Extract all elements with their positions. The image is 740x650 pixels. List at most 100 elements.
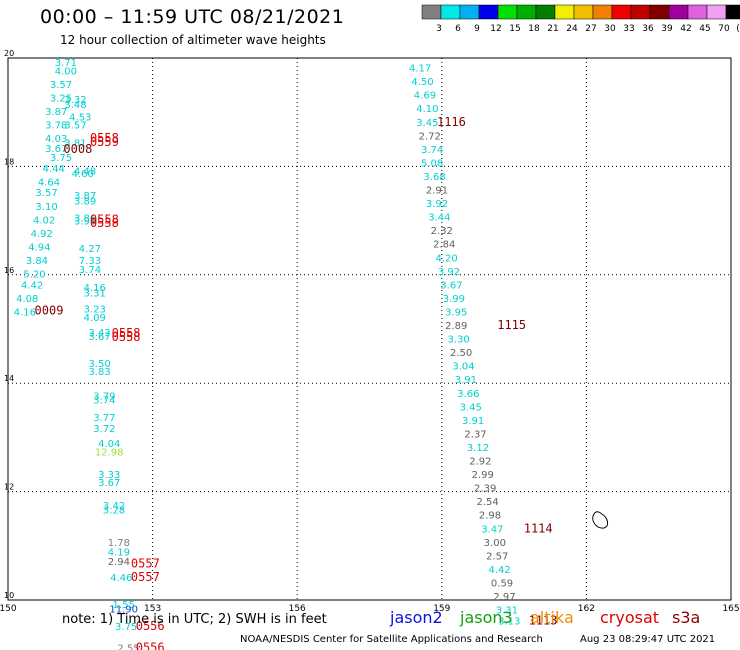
time-label: 0558 (90, 216, 119, 230)
legend-swatch (611, 4, 632, 20)
wave-height-label: 3.57 (50, 80, 72, 91)
wave-height-label: 3.79 (93, 391, 115, 402)
wave-height-label: 3.78 (45, 120, 67, 131)
x-tick-label: 153 (144, 604, 161, 614)
time-label: 0557 (131, 556, 160, 570)
wave-height-label: 4.27 (79, 244, 101, 255)
legend-swatch (440, 4, 461, 20)
wave-height-label: 3.81 (64, 138, 86, 149)
legend-label: 36 (642, 24, 654, 34)
note-text: note: 1) Time is in UTC; 2) SWH is in fe… (62, 612, 327, 627)
wave-height-label: 3.99 (443, 294, 465, 305)
wave-height-label: 4.42 (21, 280, 43, 291)
wave-height-label: 3.87 (45, 107, 67, 118)
wave-height-label: 2.55 (117, 643, 139, 650)
chart-title: 00:00 – 11:59 UTC 08/21/2021 (40, 6, 345, 28)
legend-label: 30 (604, 24, 616, 34)
wave-height-label: 4.64 (38, 177, 60, 188)
footer-timestamp: Aug 23 08:29:47 UTC 2021 (580, 634, 716, 645)
time-label: 0008 (63, 142, 92, 156)
wave-height-label: 4.09 (84, 313, 106, 324)
y-tick-label: 12 (4, 483, 14, 492)
wave-height-label: 3.57 (35, 188, 57, 199)
time-label: 0009 (35, 303, 64, 317)
wave-height-label: 3.45 (460, 402, 482, 413)
wave-height-label: 12.98 (95, 447, 124, 458)
wave-height-label: 3.04 (452, 362, 474, 373)
legend-label: 39 (661, 24, 673, 34)
satellite-s3a-label: s3a (672, 608, 701, 627)
wave-height-label: 4.44 (43, 164, 65, 175)
legend-swatch (497, 4, 518, 20)
wave-height-label: 2.37 (464, 429, 486, 440)
wave-height-label: 0.59 (491, 578, 513, 589)
wave-height-label: 3.42 (103, 501, 125, 512)
y-tick-label: 20 (4, 49, 14, 58)
wave-height-label: 3.91 (455, 375, 477, 386)
wave-height-label: 4.46 (110, 573, 132, 584)
wave-height-label: 3.25 (50, 93, 72, 104)
legend-swatch (478, 4, 499, 20)
x-tick-label: 165 (722, 604, 739, 614)
wave-height-label: 3.84 (26, 256, 48, 267)
y-tick-label: 10 (4, 591, 14, 600)
wave-height-label: 3.71 (55, 58, 77, 69)
wave-height-label: 4.92 (31, 229, 53, 240)
wave-height-label: 3.23 (84, 305, 106, 316)
legend-label: 18 (528, 24, 540, 34)
wave-height-label: 2.72 (419, 131, 441, 142)
x-tick-label: 150 (0, 604, 17, 614)
x-tick-label: 162 (578, 604, 595, 614)
wave-height-label: 4.08 (16, 294, 38, 305)
time-label: 0558 (90, 212, 119, 226)
time-label: 0556 (136, 619, 165, 633)
wave-height-label: 3.13 (498, 616, 520, 627)
time-label: 0558 (112, 330, 141, 344)
legend-label: 6 (455, 24, 461, 34)
wave-height-label: 3.86 (74, 214, 96, 225)
time-label: 0558 (90, 131, 119, 145)
wave-height-label: 3.44 (428, 213, 450, 224)
wave-height-label: 3.12 (467, 443, 489, 454)
time-label: 1113 (529, 613, 558, 627)
wave-height-label: 3.57 (64, 120, 86, 131)
wave-height-label: 3.72 (93, 424, 115, 435)
wave-height-label: 4.69 (414, 91, 436, 102)
wave-height-label: 1.55 (113, 600, 135, 611)
legend-swatch (421, 4, 442, 20)
wave-height-label: 3.47 (481, 524, 503, 535)
satellite-jason3-label: jason3 (460, 608, 513, 627)
legend-label: 9 (474, 24, 480, 34)
legend-label: 45 (699, 24, 710, 34)
wave-height-label: 3.67 (45, 144, 67, 155)
wave-height-label: 2.92 (469, 457, 491, 468)
legend-swatch (630, 4, 651, 20)
wave-height-label: 2.97 (493, 592, 515, 603)
legend-label: 15 (509, 24, 520, 34)
wave-height-label: 2.89 (445, 321, 467, 332)
wave-height-label: 3.92 (426, 199, 448, 210)
wave-height-label: 4.03 (45, 134, 67, 145)
wave-height-label: 4.42 (489, 565, 511, 576)
wave-height-label: 3.30 (448, 335, 470, 346)
legend-swatch (592, 4, 613, 20)
wave-height-label: 4.00 (55, 66, 77, 77)
wave-height-label: 3.68 (423, 172, 445, 183)
wave-height-label: 3.33 (98, 470, 120, 481)
wave-height-label: 4.50 (411, 77, 433, 88)
wave-height-label: 7.33 (79, 256, 101, 267)
wave-height-label: 4.48 (74, 167, 96, 178)
wave-height-label: 4.17 (409, 64, 431, 75)
wave-height-label: 2.94 (108, 557, 130, 568)
satellite-jason2-label: jason2 (390, 608, 443, 627)
legend-label: 33 (623, 24, 634, 34)
wave-height-label: 3.67 (98, 478, 120, 489)
wave-height-label: 4.04 (98, 439, 120, 450)
wave-height-label: 2.99 (472, 470, 494, 481)
wave-height-label: 3.66 (457, 389, 479, 400)
wave-height-label: 4.16 (84, 283, 106, 294)
wave-height-label: 3.31 (496, 606, 518, 617)
legend-swatch (668, 4, 689, 20)
time-label: 0559 (90, 135, 119, 149)
